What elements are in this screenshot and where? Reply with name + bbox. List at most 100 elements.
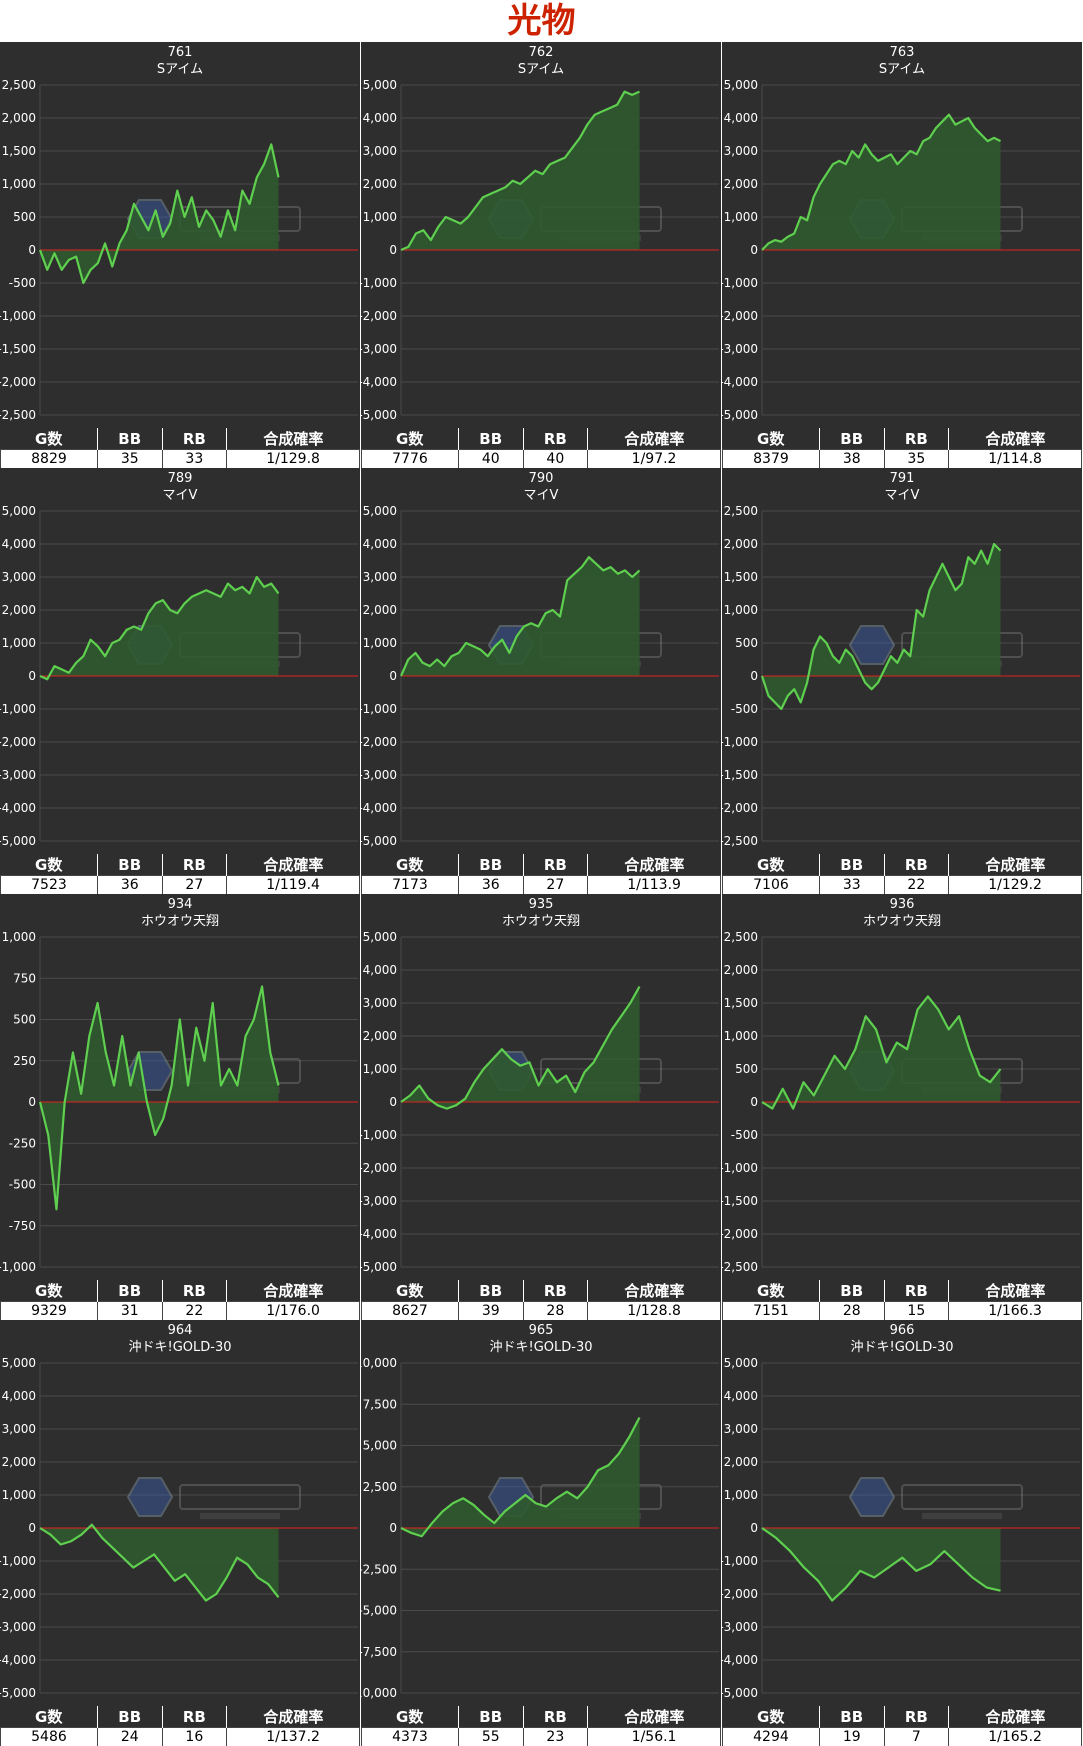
y-tick-label: 500 bbox=[13, 1013, 36, 1027]
rb-count: 22 bbox=[162, 1302, 227, 1321]
combined-rate: 1/129.8 bbox=[227, 450, 360, 469]
y-tick-label: 1,000 bbox=[724, 1029, 758, 1043]
y-tick-label: -1,000 bbox=[0, 1260, 36, 1274]
games-count: 7151 bbox=[723, 1302, 820, 1321]
stats-header: G数 bbox=[1, 1280, 98, 1302]
machine-name: Sアイム bbox=[157, 62, 203, 77]
stats-header: BB bbox=[819, 428, 884, 450]
machine-name: Sアイム bbox=[879, 62, 925, 77]
games-count: 8829 bbox=[1, 450, 98, 469]
machine-number: 934 bbox=[168, 897, 193, 912]
machine-number: 966 bbox=[890, 1323, 915, 1338]
machine-name: ホウオウ天翔 bbox=[502, 914, 580, 929]
y-tick-label: -750 bbox=[9, 1219, 36, 1233]
games-count: 4294 bbox=[723, 1728, 820, 1746]
y-tick-label: 1,000 bbox=[724, 603, 758, 617]
stats-header: BB bbox=[819, 1706, 884, 1728]
bb-count: 39 bbox=[458, 1302, 523, 1321]
y-tick-label: 0 bbox=[750, 1521, 758, 1535]
y-tick-label: 0 bbox=[389, 1095, 397, 1109]
slot-chart: 936ホウオウ天翔2,5002,0001,5001,0005000-500-1,… bbox=[722, 894, 1082, 1280]
y-tick-label: -500 bbox=[731, 1128, 758, 1142]
stats-header: RB bbox=[162, 854, 227, 876]
slot-chart: 789マイV5,0004,0003,0002,0001,0000-1,000-2… bbox=[0, 468, 360, 854]
y-tick-label: -4,000 bbox=[361, 801, 397, 815]
y-tick-label: 2,000 bbox=[724, 537, 758, 551]
bb-count: 55 bbox=[458, 1728, 523, 1746]
slot-chart: 935ホウオウ天翔5,0004,0003,0002,0001,0000-1,00… bbox=[361, 894, 721, 1280]
y-tick-label: 1,000 bbox=[2, 930, 36, 944]
y-tick-label: 2,000 bbox=[363, 177, 397, 191]
y-tick-label: -4,000 bbox=[0, 801, 36, 815]
y-tick-label: -3,000 bbox=[361, 342, 397, 356]
y-tick-label: -5,000 bbox=[0, 1686, 36, 1700]
y-tick-label: -500 bbox=[9, 276, 36, 290]
y-tick-label: 3,000 bbox=[724, 1422, 758, 1436]
y-tick-label: 4,000 bbox=[724, 111, 758, 125]
y-tick-label: 3,000 bbox=[2, 570, 36, 584]
slot-chart: 791マイV2,5002,0001,5001,0005000-500-1,000… bbox=[722, 468, 1082, 854]
stats-header: RB bbox=[162, 1280, 227, 1302]
y-tick-label: -3,000 bbox=[722, 1620, 758, 1634]
y-tick-label: 750 bbox=[13, 971, 36, 985]
combined-rate: 1/114.8 bbox=[949, 450, 1082, 469]
y-tick-label: -1,000 bbox=[0, 702, 36, 716]
y-tick-label: 2,000 bbox=[363, 1029, 397, 1043]
combined-rate: 1/129.2 bbox=[949, 876, 1082, 895]
stats-header: RB bbox=[884, 1280, 949, 1302]
y-tick-label: -3,000 bbox=[0, 768, 36, 782]
stats-header: BB bbox=[458, 1706, 523, 1728]
y-tick-label: 2,000 bbox=[363, 603, 397, 617]
y-tick-label: -5,000 bbox=[361, 1604, 397, 1618]
y-tick-label: -4,000 bbox=[722, 1653, 758, 1667]
combined-rate: 1/176.0 bbox=[227, 1302, 360, 1321]
stats-header: BB bbox=[819, 854, 884, 876]
y-tick-label: 7,500 bbox=[363, 1397, 397, 1411]
y-tick-label: 2,000 bbox=[2, 603, 36, 617]
y-tick-label: 5,000 bbox=[363, 1439, 397, 1453]
y-tick-label: -2,000 bbox=[722, 801, 758, 815]
stats-header: 合成確率 bbox=[949, 1706, 1082, 1728]
y-tick-label: 0 bbox=[750, 669, 758, 683]
y-tick-label: -10,000 bbox=[361, 1686, 397, 1700]
y-tick-label: 1,000 bbox=[363, 1062, 397, 1076]
rb-count: 16 bbox=[162, 1728, 227, 1746]
machine-number: 791 bbox=[890, 471, 915, 486]
games-count: 7523 bbox=[1, 876, 98, 895]
y-tick-label: 0 bbox=[750, 1095, 758, 1109]
y-tick-label: 1,000 bbox=[2, 1488, 36, 1502]
bb-count: 19 bbox=[819, 1728, 884, 1746]
rb-count: 15 bbox=[884, 1302, 949, 1321]
bb-count: 35 bbox=[97, 450, 162, 469]
bb-count: 38 bbox=[819, 450, 884, 469]
stats-header: 合成確率 bbox=[949, 428, 1082, 450]
combined-rate: 1/113.9 bbox=[588, 876, 721, 895]
y-tick-label: -2,500 bbox=[361, 1562, 397, 1576]
y-tick-label: -250 bbox=[9, 1136, 36, 1150]
combined-rate: 1/56.1 bbox=[588, 1728, 721, 1746]
combined-rate: 1/166.3 bbox=[949, 1302, 1082, 1321]
machine-number: 964 bbox=[168, 1323, 193, 1338]
y-tick-label: 3,000 bbox=[363, 996, 397, 1010]
bb-count: 36 bbox=[458, 876, 523, 895]
slot-chart: 763Sアイム5,0004,0003,0002,0001,0000-1,000-… bbox=[722, 42, 1082, 428]
y-tick-label: 0 bbox=[389, 1521, 397, 1535]
machine-number: 763 bbox=[890, 45, 915, 60]
stats-header: RB bbox=[523, 1706, 588, 1728]
y-tick-label: -1,000 bbox=[361, 702, 397, 716]
slot-chart: 934ホウオウ天翔1,0007505002500-250-500-750-1,0… bbox=[0, 894, 360, 1280]
slot-chart: 790マイV5,0004,0003,0002,0001,0000-1,000-2… bbox=[361, 468, 721, 854]
stats-header: RB bbox=[884, 428, 949, 450]
y-tick-label: -2,500 bbox=[722, 1260, 758, 1274]
area-fill bbox=[762, 996, 1001, 1108]
machine-name: Sアイム bbox=[518, 62, 564, 77]
stats-header: 合成確率 bbox=[227, 1706, 360, 1728]
